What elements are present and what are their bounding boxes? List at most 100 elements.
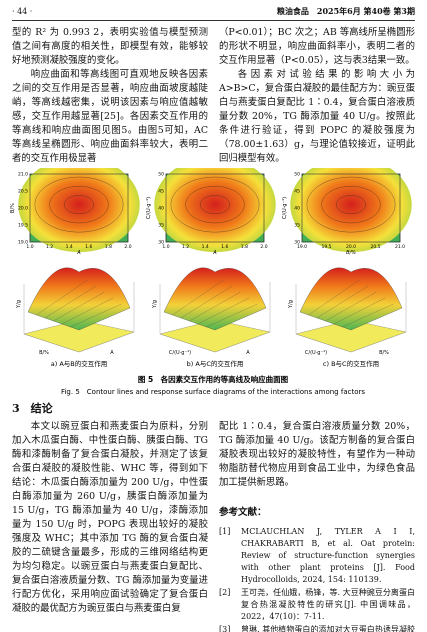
x-tick-label: 20.5 (370, 244, 380, 250)
y-tick-label: 45 (158, 189, 164, 195)
x-tick-label: 1.0 (162, 244, 169, 250)
contour-line (64, 195, 94, 214)
paragraph: 各因素对试验结果的影响大小为 A>B>C，复合蛋白凝胶的最佳配方为：豌豆蛋白与燕… (219, 69, 415, 164)
contour-frame (301, 173, 401, 243)
surface-mesh (172, 279, 224, 316)
y-axis-label: B/% (39, 350, 49, 356)
y-tick-label: 45 (294, 189, 300, 195)
x-axis-label: B/% (346, 250, 356, 256)
contour-line (170, 176, 260, 233)
y-tick-label: 19.0 (18, 240, 28, 246)
x-tick-label: 1.6 (85, 244, 92, 250)
x-tick-label: 1.8 (105, 244, 112, 250)
surface-base (23, 319, 135, 353)
y-axis-label: B/% (10, 203, 16, 213)
contour-frame (165, 173, 265, 243)
contour-line (49, 186, 109, 224)
y-tick-label: 20.0 (18, 206, 28, 212)
contour-line (200, 195, 230, 214)
contour-fill (18, 168, 140, 253)
conclusion-right: 配比 1∶0.4，复合蛋白溶液质量分数 20%，TG 酶添加量 40 U/g。该… (219, 420, 415, 632)
paragraph: 本文以豌豆蛋白和燕麦蛋白为原料，分别加入木瓜蛋白酶、中性蛋白酶、胰蛋白酶、TG … (12, 421, 208, 614)
figure: 1.0 1.2 1.4 1.6 1.8 2.0 19.0 19.5 20.0 20.5 21.0 A B… (10, 168, 412, 396)
y-tick-label: 50 (158, 172, 164, 178)
x-tick-label: 2.0 (124, 244, 131, 250)
figure-caption-en: Fig. 5 Contour lines and response surfac… (61, 388, 365, 396)
journal-info: 粮油食品 2025年6月 第40卷 第3期 (277, 6, 415, 17)
reference-list: [1] MCLAUCHLAN J, TYLER A I I, CHAKRABART… (219, 526, 415, 632)
y-tick-label: 40 (294, 206, 300, 212)
x-tick-label: 2.0 (260, 244, 267, 250)
paragraph: （P<0.01）；BC 次之；AB 等高线所呈椭圆形的形状不明显，响应曲面斜率小… (219, 27, 415, 66)
reference-number: [2] (219, 588, 231, 597)
surface-mesh (70, 303, 122, 328)
paragraph: 配比 1∶0.4，复合蛋白溶液质量分数 20%，TG 酶添加量 40 U/g。该… (219, 421, 415, 488)
z-axis-label: Y/g (288, 300, 294, 309)
x-tick-label: 1.8 (241, 244, 248, 250)
x-tick-label: 19.5 (321, 244, 331, 250)
surface-base (295, 319, 407, 353)
x-axis-label: A (76, 250, 81, 256)
surface-mesh (180, 285, 233, 319)
contour-fill (154, 168, 276, 253)
reference-number: [3] (219, 625, 231, 632)
journal-name: 粮油食品 (276, 6, 309, 16)
contour-line (336, 195, 366, 214)
surface-mesh (342, 303, 394, 328)
surface-mesh (61, 297, 114, 325)
surface-base (159, 319, 271, 353)
reference: [1] MCLAUCHLAN J, TYLER A I I, CHAKRABART… (219, 526, 415, 586)
x-tick-label: 20.0 (346, 244, 356, 250)
reference: [2] 王可尧，任仙娥，杨锋，等. 大豆种豌豆分离蛋白复合热混凝胶特性的研究[J]… (219, 587, 415, 623)
y-tick-label: 21.0 (18, 172, 28, 178)
panel-label: b) A与C的交互作用 (187, 359, 244, 368)
x-axis-label: B/% (379, 350, 389, 356)
contour-line (321, 186, 381, 224)
reference-text: MCLAUCHLAN J, TYLER A I I, CHAKRABARTI B… (241, 527, 415, 584)
top-right-column: （P<0.01）；BC 次之；AB 等高线所呈椭圆形的形状不明显，响应曲面斜率小… (219, 26, 415, 166)
surface-mesh (333, 297, 386, 325)
surface-mesh (316, 285, 369, 319)
paragraph: 响应曲面和等高线图可直观地反映各因素之间的交互作用是否显著，响应曲面坡度越陡峭，… (12, 69, 208, 164)
references-heading: 参考文献： (219, 507, 267, 518)
contour-fill (290, 168, 412, 253)
surface-mesh (53, 291, 105, 322)
y-tick-label: 40 (158, 206, 164, 212)
reference: [3] 曾琳. 其他植物蛋白的添加对大豆蛋白热诱导凝胶性质的影响[D]. 无锡：江… (219, 624, 415, 632)
y-tick-label: 35 (158, 223, 164, 229)
figure-caption: 图 5 各因素交互作用的等高线及响应曲面图 (138, 374, 289, 384)
y-tick-label: 50 (294, 172, 300, 178)
x-axis-label: A (212, 250, 217, 256)
reference-text: 曾琳. 其他植物蛋白的添加对大豆蛋白热诱导凝胶性质的影响[D]. 无锡：江南大学… (241, 625, 415, 632)
x-tick-label: 1.2 (46, 244, 53, 250)
y-tick-label: 30 (158, 240, 164, 246)
y-tick-label: 30 (294, 240, 300, 246)
panel-label: c) B与C的交互作用 (323, 359, 379, 368)
response-surface (163, 267, 267, 331)
contour-line (34, 176, 124, 233)
surface-mesh (189, 291, 241, 322)
surface-mesh (308, 279, 360, 316)
x-axis-label: A (110, 350, 114, 356)
y-axis-label: C/(U·g⁻¹) (169, 350, 191, 356)
y-tick-label: 20.5 (18, 189, 28, 195)
panel-label: a) A与B的交互作用 (51, 359, 108, 368)
x-tick-label: 1.0 (26, 244, 33, 250)
y-tick-label: 35 (294, 223, 300, 229)
y-tick-label: 19.5 (18, 223, 28, 229)
surface-mesh (206, 303, 258, 328)
reference-number: [1] (219, 527, 231, 536)
x-tick-label: 19.0 (297, 244, 307, 250)
contour-line (306, 176, 396, 233)
top-left-column: 型的 R² 为 0.993 2，表明实验值与模型预测值之间有高度的相关性，即模型… (12, 26, 208, 166)
section-heading: 3 结论 (12, 402, 53, 415)
contour-frame (29, 173, 129, 243)
conclusion-left: 本文以豌豆蛋白和燕麦蛋白为原料，分别加入木瓜蛋白酶、中性蛋白酶、胰蛋白酶、TG … (12, 420, 208, 616)
contour-line (185, 186, 245, 224)
y-axis-label: C/(U·g⁻¹) (305, 350, 327, 356)
reference-text: 王可尧，任仙娥，杨锋，等. 大豆种豌豆分离蛋白复合热混凝胶特性的研究[J]. 中… (241, 588, 415, 621)
response-surface (299, 267, 403, 331)
header: · 44 · 粮油食品 2025年6月 第40卷 第3期 (12, 4, 415, 21)
x-tick-label: 1.6 (221, 244, 228, 250)
